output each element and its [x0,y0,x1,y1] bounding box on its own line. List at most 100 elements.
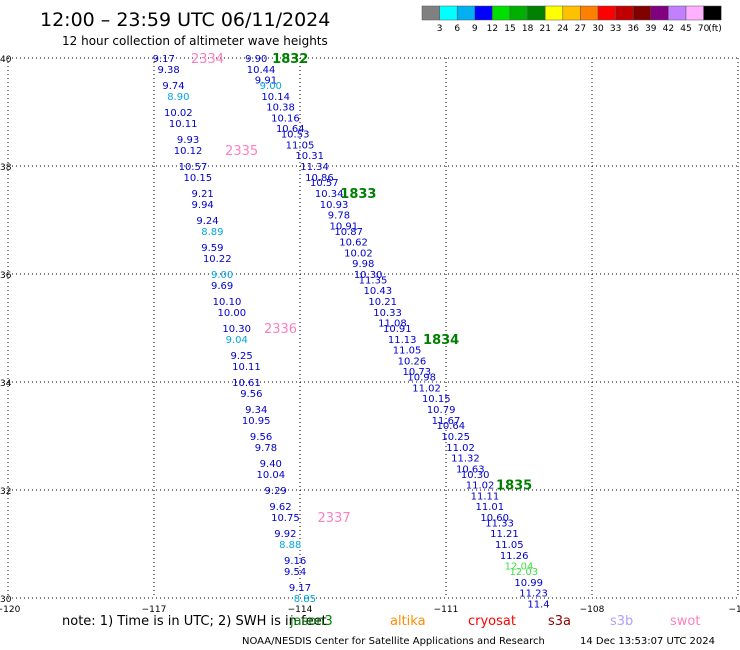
swh-value-label: 10.30 [222,324,251,335]
swh-value-label: 10.43 [364,286,393,297]
x-tick-label: −10 [729,605,740,615]
swh-value-label: 10.26 [398,356,427,367]
color-scale-swatch [685,5,704,21]
swh-value-label: 10.44 [247,65,276,76]
swh-value-label: 10.61 [232,378,261,389]
swh-value-label: 9.93 [177,135,199,146]
time-label: 2337 [318,511,351,526]
color-scale-legend: 3 6 9 12 15 18 21 24 27 30 33 36 39 42 45 70 [421,5,722,34]
color-scale-label: 39 [645,24,657,34]
swh-value-label: 9.92 [274,529,296,540]
swh-value-label: 9.38 [157,65,179,76]
swh-value-label: 9.24 [196,216,218,227]
swh-value-label: 10.33 [373,308,402,319]
color-scale-swatch [492,5,511,21]
color-scale-label: 45 [680,24,691,34]
y-tick-label: 38 [0,163,12,173]
swh-value-label: 10.64 [437,421,466,432]
swh-value-label: 10.12 [174,146,203,157]
swh-value-label: 10.11 [232,362,261,373]
y-tick-label: 40 [0,55,12,65]
swh-value-label: 9.94 [192,200,214,211]
swh-value-label: 10.11 [169,119,198,130]
satellite-label-jason3: jason3 [289,614,333,629]
swh-value-label: 9.62 [269,502,291,513]
swh-value-label: 11.08 [378,319,407,330]
swh-value-label: 9.56 [250,432,272,443]
color-scale-label: 24 [557,24,569,34]
swh-value-label: 10.53 [281,130,310,141]
satellite-label-swot: swot [670,614,700,629]
color-scale-label: 30 [592,24,604,34]
swh-value-label: 10.02 [164,108,193,119]
axis-tick-labels: 30 32 34 36 38 40 −120 −117 −114 −111 −108 −10 [0,55,740,615]
color-scale-swatch [527,5,546,21]
swh-value-label: 10.60 [480,513,509,524]
swh-value-label: 9.54 [284,567,306,578]
swh-value-label: 9.17 [289,583,311,594]
time-label: 1835 [496,479,532,494]
swh-value-label: 11.01 [475,502,504,513]
swh-value-label: 10.16 [271,113,300,124]
swh-value-label: 10.91 [329,221,358,232]
color-scale-swatch [474,5,493,21]
chart-subtitle: 12 hour collection of altimeter wave hei… [62,34,328,48]
color-scale-swatch [456,5,476,21]
swh-value-label: 10.14 [261,92,290,103]
color-scale-swatch [632,5,652,21]
credit-text: NOAA/NESDIS Center for Satellite Applica… [242,636,545,647]
x-tick-label: −114 [288,605,313,615]
time-label: 2335 [225,144,258,159]
swh-value-label: 10.31 [295,151,324,162]
time-label: 1834 [423,333,459,348]
satellite-label-altika: altika [390,614,426,629]
grid-lines [7,57,739,599]
swh-value-label: 11.02 [466,481,495,492]
swh-value-label: 8.88 [279,540,301,551]
swh-value-label: 11.34 [300,162,329,173]
swh-value-label: 9.16 [284,556,306,567]
swh-value-label: 10.63 [456,464,485,475]
color-scale-label: 15 [504,24,515,34]
x-tick-label: −111 [434,605,459,615]
swh-value-label: 11.13 [388,335,417,346]
swh-value-label: 10.15 [422,394,451,405]
x-tick-label: −108 [580,605,605,615]
color-scale-swatch [544,5,564,21]
swh-value-label: 10.95 [242,416,271,427]
swh-value-label: 9.04 [226,335,248,346]
color-scale-label: 9 [472,24,478,34]
swh-value-label: 11.02 [412,383,441,394]
satellite-label-s3b: s3b [610,614,633,629]
swh-value-label: 9.21 [192,189,214,200]
swh-value-label: 9.25 [230,351,252,362]
swh-value-label: 11.05 [286,140,315,151]
swh-value-label: 9.00 [211,270,233,281]
swh-value-label: 10.99 [514,578,543,589]
color-scale-swatch [615,5,634,21]
swh-value-label: 10.21 [368,297,397,308]
swh-value-label: 10.22 [203,254,232,265]
data-labels: 9.179.389.748.9010.0210.119.9310.1210.57… [153,52,550,610]
swh-value-label: 11.11 [471,491,500,502]
color-scale-label: 36 [627,24,639,34]
color-scale-label: 18 [522,24,534,34]
chart-title: 12:00 – 23:59 UTC 06/11/2024 [40,9,330,31]
y-tick-label: 30 [0,595,12,605]
swh-value-label: 10.93 [320,200,349,211]
swh-value-label: 10.10 [213,297,242,308]
color-scale-label: 21 [539,24,550,34]
swh-value-label: 9.00 [260,81,282,92]
y-tick-label: 32 [0,487,11,497]
swh-value-label: 10.86 [305,173,334,184]
swh-value-label: 11.35 [359,275,388,286]
color-scale-swatch [668,5,687,21]
swh-value-label: 10.34 [315,189,344,200]
swh-value-label: 9.69 [211,281,233,292]
swh-value-label: 10.91 [383,324,412,335]
swh-value-label: 10.00 [218,308,247,319]
swh-value-label: 11.33 [485,518,514,529]
swh-value-label: 10.57 [310,178,339,189]
swh-value-label: 10.02 [344,248,373,259]
swh-value-label: 9.90 [245,54,267,65]
